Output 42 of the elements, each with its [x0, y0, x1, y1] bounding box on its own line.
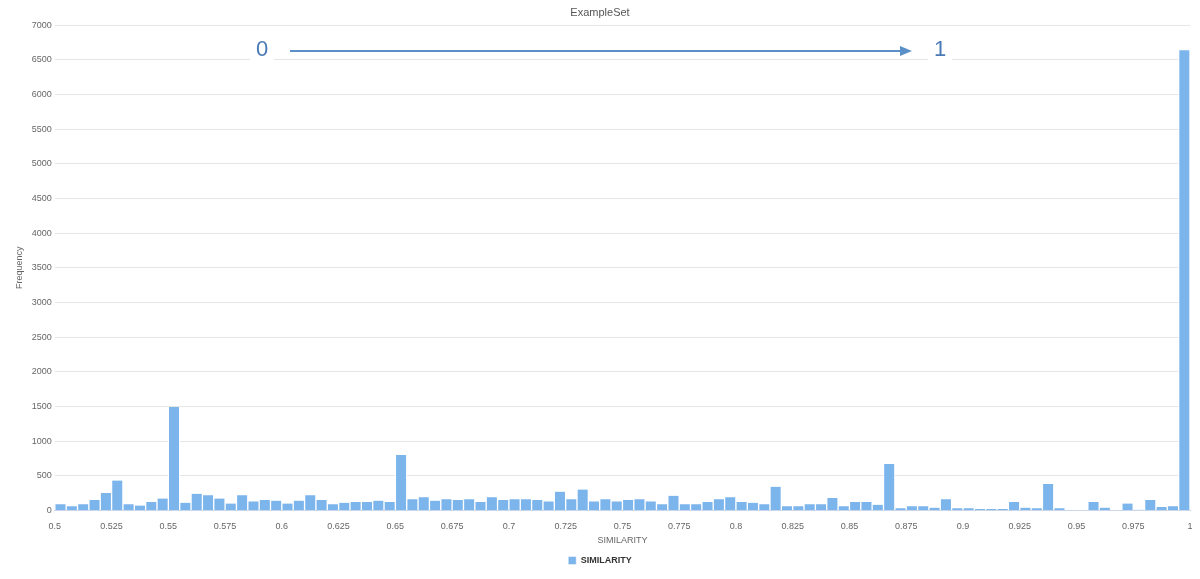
chart-title: ExampleSet: [570, 5, 630, 18]
x-tick-label: 0.65: [386, 521, 405, 532]
x-tick-label: 0.8: [729, 521, 743, 532]
y-tick-label: 1000: [31, 435, 52, 446]
legend-label: SIMILARITY: [580, 554, 632, 565]
x-tick-label: 1: [1187, 521, 1193, 532]
x-tick-label: 0.6: [275, 521, 289, 532]
x-tick-label: 0.875: [894, 521, 918, 532]
annotation: 1: [928, 36, 953, 62]
x-tick-label: 0.55: [159, 521, 178, 532]
y-tick-label: 7000: [31, 19, 52, 30]
x-tick-label: 0.7: [502, 521, 516, 532]
y-tick-label: 1500: [31, 400, 52, 411]
y-tick-label: 4000: [31, 227, 52, 238]
x-tick-label: 0.725: [554, 521, 577, 532]
y-axis-title: Frequency: [13, 246, 24, 290]
y-tick-label: 4500: [31, 192, 52, 203]
x-tick-label: 0.825: [781, 521, 804, 532]
x-axis-title: SIMILARITY: [597, 535, 648, 546]
x-tick-label: 0.9: [956, 521, 970, 532]
x-tick-label: 0.925: [1008, 521, 1031, 532]
x-tick-label: 0.575: [213, 521, 237, 532]
y-tick-label: 6000: [31, 89, 52, 99]
x-tick-label: 0.75: [613, 521, 632, 532]
x-tick-label: 0.675: [440, 521, 464, 532]
y-tick-label: 2500: [31, 331, 52, 342]
x-tick-label: 0.85: [840, 521, 859, 532]
y-tick-label: 0: [46, 504, 52, 515]
y-tick-label: 2000: [31, 366, 52, 377]
x-tick-label: 0.625: [327, 521, 350, 532]
x-tick-label: 0.95: [1067, 521, 1086, 532]
x-tick-label: 0.775: [667, 521, 691, 532]
y-tick-label: 5000: [31, 158, 52, 169]
y-tick-label: 6500: [31, 54, 52, 65]
x-tick-label: 0.975: [1121, 521, 1145, 532]
y-tick-label: 3000: [31, 296, 52, 307]
x-tick-label: 0.5: [48, 521, 62, 532]
annotation: 0: [250, 36, 275, 62]
y-tick-label: 5500: [31, 123, 52, 134]
y-tick-label: 3500: [31, 262, 52, 273]
x-tick-label: 0.525: [100, 521, 123, 532]
y-tick-label: 500: [36, 470, 52, 481]
